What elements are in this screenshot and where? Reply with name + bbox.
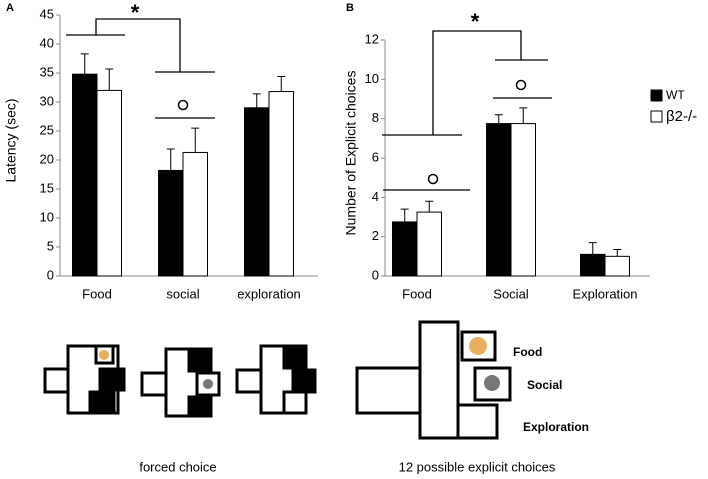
- panel-label: B: [346, 2, 354, 14]
- y-tick-label: 30: [40, 93, 54, 108]
- legend-label: β2-/-: [666, 108, 697, 125]
- error-bar: [252, 93, 261, 108]
- food-icon: [469, 337, 487, 355]
- diagram-label: Social: [527, 378, 562, 392]
- legend-label: WT: [666, 88, 685, 102]
- bar: [268, 91, 294, 277]
- trend-marker: [427, 173, 439, 185]
- significance-star: *: [471, 9, 480, 34]
- food-icon: [99, 350, 109, 360]
- legend-swatch: [650, 89, 663, 102]
- bar: [158, 169, 184, 277]
- y-tick-label: 35: [40, 64, 54, 79]
- y-tick-label: 4: [372, 189, 379, 204]
- bar: [182, 151, 208, 277]
- bar: [72, 73, 98, 277]
- error-bar: [191, 127, 200, 153]
- y-tick-label: 0: [372, 267, 379, 282]
- bar: [580, 253, 606, 277]
- x-tick-label: Food: [402, 286, 432, 301]
- y-tick-label: 0: [47, 267, 54, 282]
- error-bar: [519, 107, 528, 124]
- y-tick-label: 2: [372, 228, 379, 243]
- error-bar: [613, 248, 622, 257]
- bar: [244, 107, 270, 277]
- trend-marker: [515, 79, 527, 91]
- error-bar: [80, 53, 89, 75]
- error-bar: [494, 114, 503, 124]
- bracket: [432, 30, 522, 135]
- error-bar: [400, 208, 409, 222]
- bar: [510, 123, 536, 277]
- diagram-label: Food: [513, 345, 542, 359]
- error-bar: [588, 242, 597, 255]
- bar: [604, 255, 630, 277]
- bar: [96, 89, 122, 277]
- y-tick-label: 5: [47, 238, 54, 253]
- panel-label: A: [6, 2, 14, 14]
- y-tick-label: 10: [365, 71, 379, 86]
- error-bar: [105, 68, 114, 91]
- y-tick-label: 6: [372, 149, 379, 164]
- x-tick-label: Food: [82, 286, 112, 301]
- y-tick-label: 20: [40, 151, 54, 166]
- social-icon: [484, 375, 500, 391]
- y-tick-label: 15: [40, 180, 54, 195]
- trend-marker: [177, 99, 189, 111]
- caption: forced choice: [139, 459, 216, 474]
- y-tick-label: 10: [40, 209, 54, 224]
- x-tick-label: Exploration: [572, 286, 637, 301]
- error-bar: [166, 148, 175, 171]
- x-tick-label: Social: [493, 286, 529, 301]
- y-tick-label: 45: [40, 6, 54, 21]
- bar: [416, 211, 442, 277]
- y-tick-label: 25: [40, 122, 54, 137]
- y-axis-label: Latency (sec): [3, 98, 19, 182]
- social-icon: [203, 379, 213, 389]
- bracket: [95, 18, 181, 72]
- y-tick-label: 12: [365, 31, 379, 46]
- maze-diagrams-a: [43, 344, 317, 418]
- error-bar: [277, 75, 286, 92]
- bar: [392, 221, 418, 277]
- caption: 12 possible explicit choices: [399, 459, 556, 474]
- x-tick-label: social: [166, 286, 199, 301]
- y-tick-label: 40: [40, 35, 54, 50]
- y-axis-label: Number of Explicit choices: [343, 71, 359, 236]
- diagram-label: Exploration: [523, 420, 589, 434]
- maze-diagram-b: [355, 320, 512, 440]
- significance-star: *: [131, 0, 140, 25]
- x-tick-label: exploration: [237, 286, 301, 301]
- legend-swatch: [650, 110, 663, 123]
- error-bar: [425, 200, 434, 213]
- y-tick-label: 8: [372, 110, 379, 125]
- bar: [486, 123, 512, 277]
